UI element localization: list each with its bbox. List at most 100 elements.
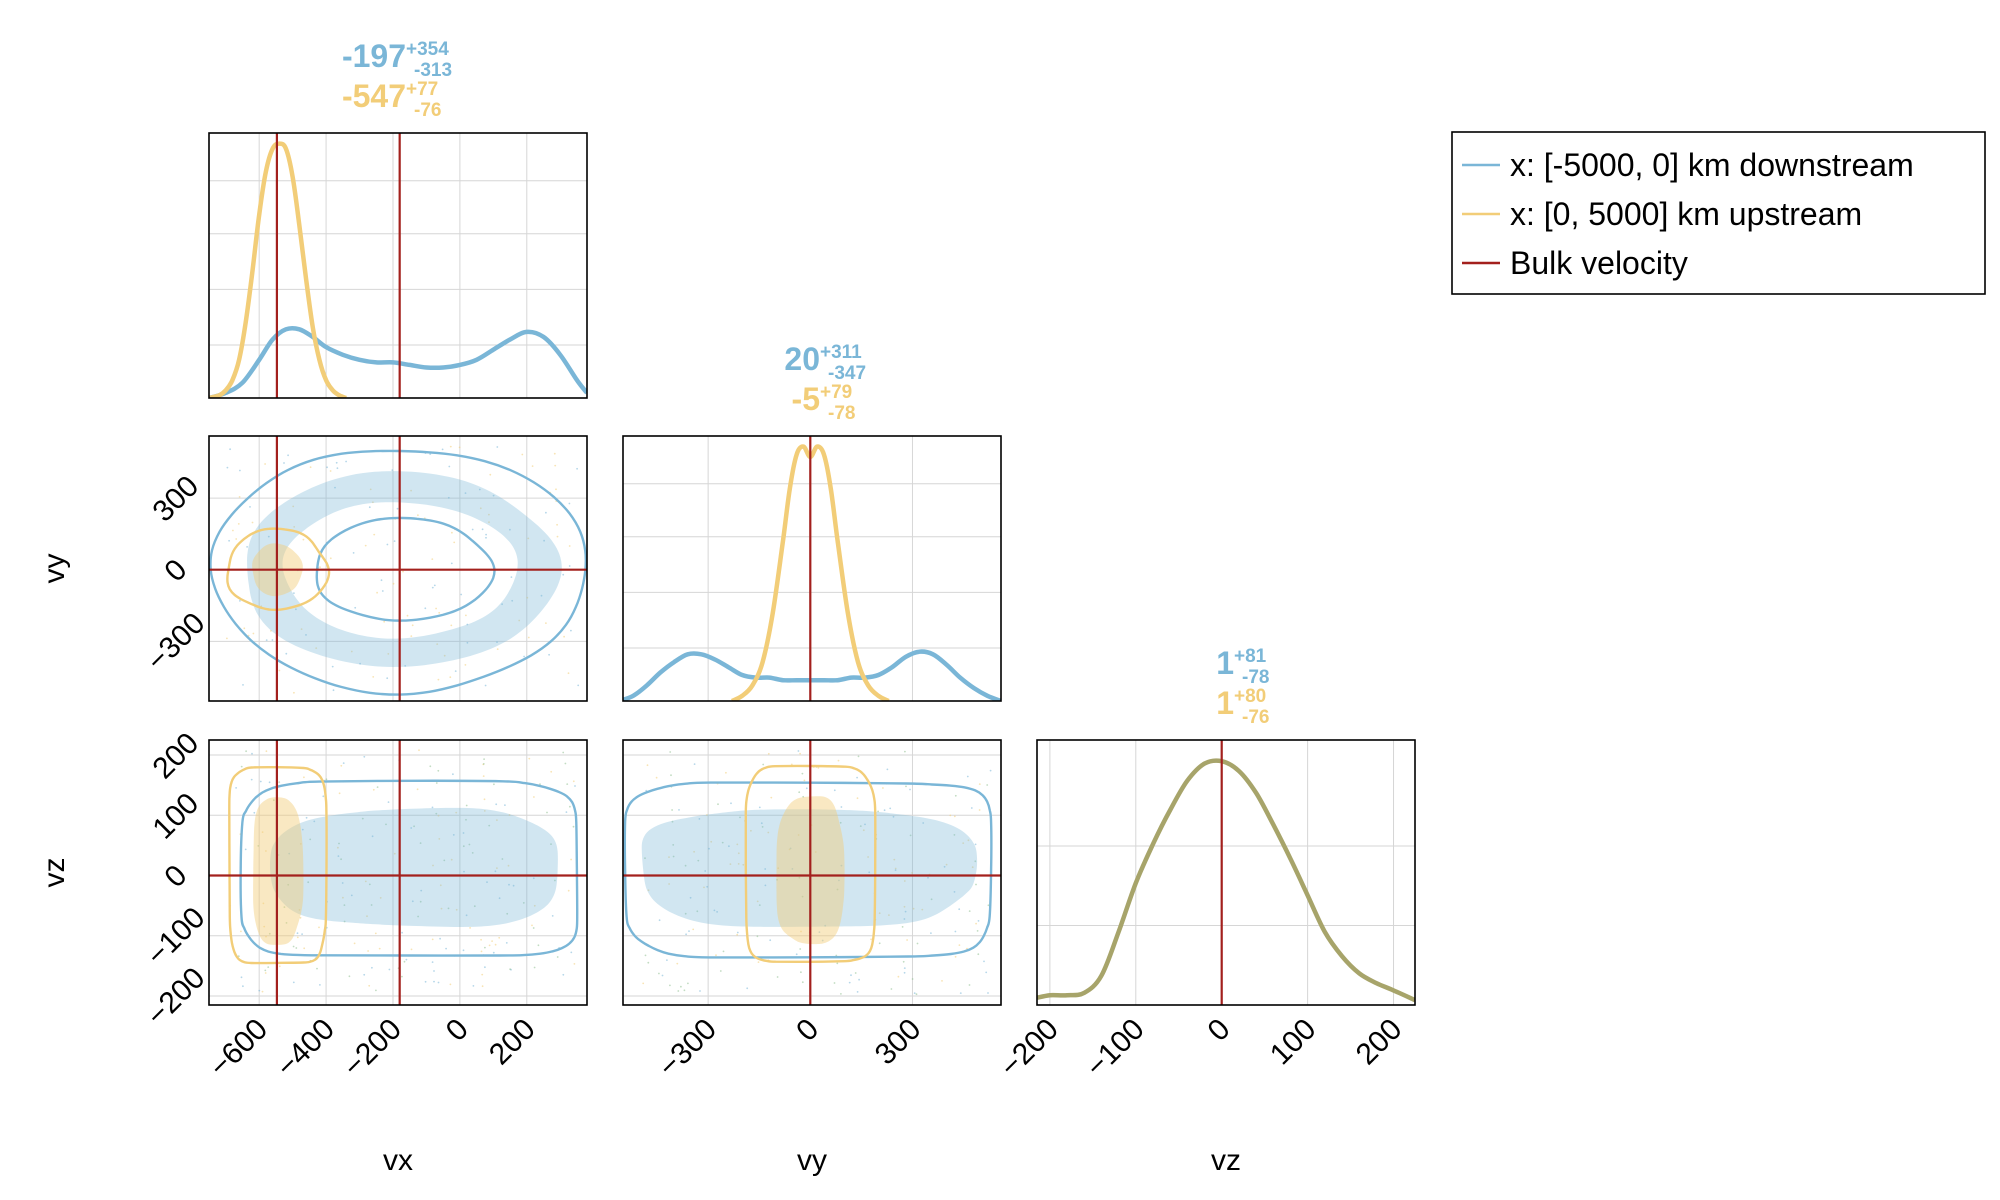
sample-point xyxy=(563,635,565,638)
sample-point xyxy=(417,915,419,918)
sample-point xyxy=(437,814,440,817)
sample-point xyxy=(353,942,356,945)
sample-point xyxy=(644,954,647,957)
sample-point xyxy=(480,950,483,953)
panel-vx-marginal xyxy=(208,132,588,399)
sample-point xyxy=(466,623,469,626)
sample-point xyxy=(386,677,389,680)
legend-label: x: [-5000, 0] km downstream xyxy=(1510,147,1914,183)
sample-point xyxy=(376,591,378,594)
y-tick-label: 0 xyxy=(158,553,193,588)
upstream-density-line xyxy=(209,141,347,398)
sample-point xyxy=(945,863,948,866)
sample-point xyxy=(909,788,911,791)
sample-point xyxy=(687,982,689,985)
sample-point xyxy=(818,931,821,933)
sample-point xyxy=(240,765,243,768)
sample-point xyxy=(776,878,778,881)
sample-point xyxy=(481,985,484,988)
sample-point xyxy=(268,781,271,784)
x-tick-label: 200 xyxy=(483,1013,542,1072)
sample-point xyxy=(710,840,713,843)
sample-point xyxy=(449,676,452,679)
sample-point xyxy=(878,912,881,915)
sample-point xyxy=(410,489,412,492)
sample-point xyxy=(278,965,281,968)
sample-point xyxy=(729,863,732,865)
sample-point xyxy=(889,807,892,810)
sample-point xyxy=(258,989,261,992)
sample-point xyxy=(658,919,661,922)
sample-point xyxy=(802,795,805,798)
sample-point xyxy=(769,939,772,942)
sample-point xyxy=(893,858,896,861)
sample-point xyxy=(838,879,840,882)
sample-point xyxy=(856,797,859,800)
sample-point xyxy=(388,968,391,971)
sample-point xyxy=(364,544,367,547)
sample-point xyxy=(373,533,376,536)
sample-point xyxy=(283,462,285,464)
upstream-contour-line xyxy=(228,765,328,965)
sample-point xyxy=(433,970,435,972)
sample-point xyxy=(666,959,668,961)
sample-point xyxy=(572,825,575,828)
panel-frame xyxy=(1036,739,1416,1006)
sample-point xyxy=(930,898,933,901)
sample-point xyxy=(372,788,375,791)
sample-point xyxy=(835,954,838,957)
sample-point xyxy=(692,928,695,931)
sample-point xyxy=(285,922,288,924)
sample-point xyxy=(229,448,232,451)
sample-point xyxy=(736,933,739,936)
legend-frame xyxy=(1451,131,1986,295)
sample-point xyxy=(696,910,699,913)
sample-point xyxy=(278,781,281,783)
sample-point xyxy=(570,858,572,861)
sample-point xyxy=(431,938,434,941)
sample-point xyxy=(904,910,907,913)
sample-point xyxy=(977,920,980,922)
sample-point xyxy=(954,794,957,797)
sample-point xyxy=(371,835,374,838)
sample-point xyxy=(767,831,770,834)
sample-point xyxy=(493,783,495,786)
sample-point xyxy=(921,908,924,911)
sample-point xyxy=(801,895,804,898)
sample-point xyxy=(481,973,484,976)
sample-point xyxy=(978,783,981,785)
sample-point xyxy=(338,792,341,795)
sample-point xyxy=(840,864,843,867)
sample-point xyxy=(531,924,533,927)
sample-point xyxy=(491,940,493,942)
sample-point xyxy=(671,820,674,823)
sample-point xyxy=(512,884,515,887)
sample-point xyxy=(556,956,559,958)
sample-point xyxy=(455,908,458,911)
sample-point xyxy=(404,665,407,667)
sample-point xyxy=(471,528,474,531)
sample-point xyxy=(569,805,571,808)
sample-point xyxy=(576,467,578,470)
sample-point xyxy=(883,809,886,812)
sample-point xyxy=(567,889,570,892)
sample-point xyxy=(800,971,802,974)
sample-point xyxy=(293,526,296,528)
sample-point xyxy=(450,858,453,861)
sample-point xyxy=(533,796,535,798)
sample-point xyxy=(235,538,238,540)
sample-point xyxy=(661,974,664,977)
sample-point xyxy=(267,535,270,538)
sample-point xyxy=(455,811,458,814)
sample-point xyxy=(533,904,536,907)
sample-point xyxy=(572,780,575,783)
sample-point xyxy=(319,566,321,569)
sample-point xyxy=(391,469,394,471)
sample-point xyxy=(570,951,573,954)
sample-point xyxy=(372,501,374,504)
sample-point xyxy=(363,755,366,758)
sample-point xyxy=(242,985,244,988)
sample-point xyxy=(443,654,446,657)
sample-point xyxy=(419,900,422,903)
sample-point xyxy=(452,834,455,836)
